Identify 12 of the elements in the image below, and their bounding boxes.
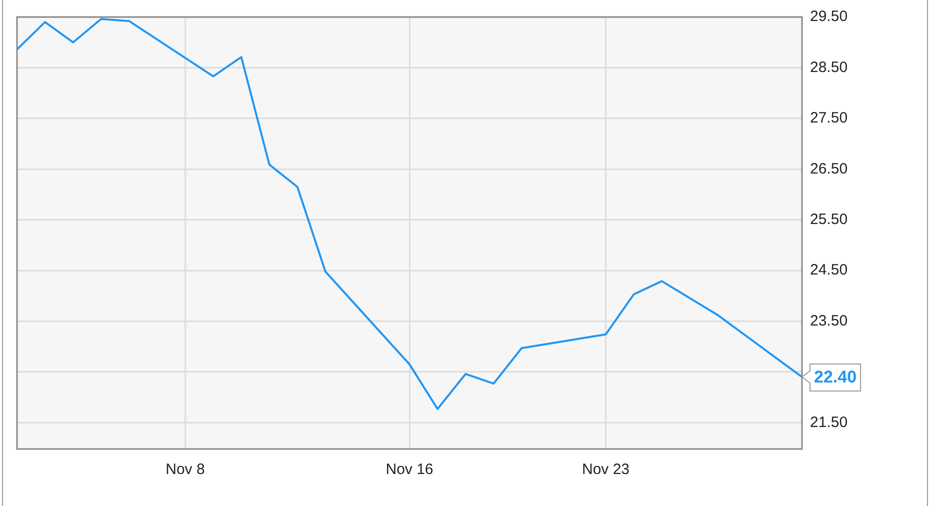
y-tick-label: 28.50 [810, 58, 848, 76]
x-tick-label: Nov 8 [166, 461, 205, 478]
y-tick-label: 25.50 [810, 210, 848, 228]
y-tick-label: 27.50 [810, 110, 848, 127]
y-tick-label: 29.50 [810, 8, 848, 26]
y-tick-label: 26.50 [810, 160, 848, 178]
data-label: 22.40 [814, 368, 857, 387]
y-tick-label: 21.50 [810, 414, 848, 431]
y-tick-label: 23.50 [810, 312, 848, 330]
y-tick-label: 24.50 [810, 262, 848, 279]
x-tick-label: Nov 16 [386, 461, 434, 478]
x-tick-label: Nov 23 [582, 461, 630, 478]
